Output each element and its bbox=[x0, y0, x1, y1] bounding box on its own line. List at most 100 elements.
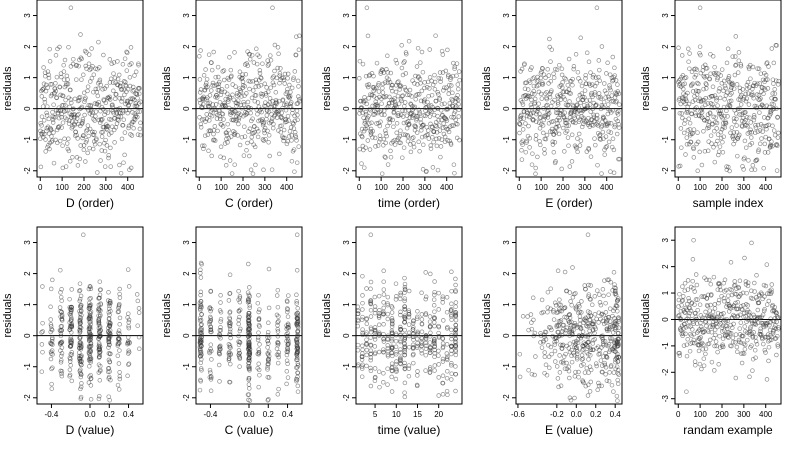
residual-point bbox=[553, 359, 558, 364]
residual-point bbox=[360, 110, 365, 116]
residual-point bbox=[385, 162, 391, 167]
residual-point bbox=[43, 137, 48, 142]
residual-point bbox=[595, 288, 600, 293]
residual-point bbox=[80, 119, 85, 124]
residual-point bbox=[419, 88, 425, 94]
residual-point bbox=[710, 54, 716, 59]
residual-point bbox=[59, 353, 64, 359]
residual-points bbox=[676, 5, 781, 174]
residual-point bbox=[227, 96, 233, 101]
residual-point bbox=[53, 53, 59, 58]
residual-point bbox=[364, 321, 370, 327]
residual-point bbox=[522, 86, 528, 92]
residual-point bbox=[551, 150, 557, 155]
residual-point bbox=[216, 88, 222, 93]
residual-point bbox=[61, 62, 66, 68]
residual-point bbox=[256, 330, 261, 335]
y-axis-label: residuals bbox=[161, 293, 173, 338]
residual-point bbox=[776, 130, 781, 136]
residual-point bbox=[281, 75, 286, 81]
y-tick-label: 3 bbox=[661, 237, 670, 242]
residual-point bbox=[608, 87, 613, 93]
y-tick-label: -1 bbox=[342, 136, 351, 144]
residual-point bbox=[434, 136, 439, 142]
residual-point bbox=[128, 99, 133, 105]
x-tick-label: 5 bbox=[373, 410, 378, 419]
residual-points bbox=[517, 232, 622, 403]
residual-point bbox=[444, 342, 450, 347]
residual-point bbox=[93, 114, 98, 119]
residual-point bbox=[116, 330, 121, 336]
residual-point bbox=[697, 361, 703, 367]
residual-point bbox=[686, 59, 691, 64]
residual-point bbox=[112, 140, 117, 145]
residual-point bbox=[40, 349, 45, 355]
residual-point bbox=[411, 105, 417, 111]
residual-point bbox=[360, 343, 365, 349]
residual-point bbox=[427, 314, 433, 319]
residual-point bbox=[766, 344, 772, 350]
y-tick-label: -2 bbox=[502, 394, 511, 402]
residual-point bbox=[106, 394, 111, 399]
residual-point bbox=[436, 136, 442, 141]
residual-point bbox=[415, 92, 420, 97]
residual-point bbox=[362, 165, 367, 170]
residual-point bbox=[372, 337, 378, 342]
residual-point bbox=[355, 347, 361, 353]
residual-point bbox=[747, 374, 752, 380]
residual-point bbox=[540, 66, 545, 71]
residual-point bbox=[74, 116, 80, 121]
residual-point bbox=[556, 131, 562, 137]
residual-point bbox=[269, 167, 275, 172]
residual-point bbox=[66, 121, 72, 126]
residual-point bbox=[752, 347, 758, 353]
residual-point bbox=[443, 68, 449, 74]
residual-point bbox=[232, 50, 237, 55]
residual-point bbox=[393, 344, 399, 350]
residual-point bbox=[295, 112, 300, 118]
residual-point bbox=[264, 113, 270, 118]
residual-point bbox=[704, 86, 709, 91]
x-tick-label: 0.0 bbox=[243, 410, 255, 419]
residual-point bbox=[102, 164, 108, 169]
residual-point bbox=[136, 306, 142, 311]
residual-point bbox=[406, 288, 412, 294]
residual-point bbox=[271, 82, 277, 88]
residual-point bbox=[771, 60, 777, 66]
residual-point bbox=[742, 324, 747, 329]
residual-point bbox=[250, 171, 256, 177]
residual-point bbox=[59, 111, 65, 117]
residual-point bbox=[69, 100, 74, 106]
residual-point bbox=[270, 125, 276, 131]
residual-point bbox=[197, 54, 202, 59]
residual-point bbox=[719, 67, 725, 72]
residual-point bbox=[68, 97, 73, 102]
residual-point bbox=[122, 92, 127, 98]
residual-point bbox=[236, 288, 241, 294]
residual-point bbox=[294, 138, 299, 143]
residual-point bbox=[376, 89, 382, 94]
residual-point bbox=[206, 148, 211, 154]
residual-point bbox=[451, 162, 457, 167]
residual-point bbox=[556, 123, 562, 129]
residual-point bbox=[453, 117, 458, 123]
residual-point bbox=[198, 121, 204, 127]
residual-point bbox=[718, 287, 723, 293]
residual-point bbox=[381, 305, 386, 311]
residual-point bbox=[444, 388, 450, 394]
residual-point bbox=[375, 104, 380, 109]
residual-point bbox=[398, 140, 403, 146]
residual-point bbox=[357, 58, 363, 64]
residual-point bbox=[452, 66, 457, 71]
residual-point bbox=[449, 83, 454, 88]
residual-point bbox=[733, 54, 738, 59]
residual-point bbox=[367, 106, 372, 112]
residual-point bbox=[48, 304, 53, 310]
residual-point bbox=[118, 170, 124, 176]
residual-point bbox=[427, 114, 433, 119]
residual-points bbox=[38, 5, 143, 176]
x-tick-label: 200 bbox=[77, 183, 91, 192]
residual-point bbox=[294, 160, 300, 165]
residual-point bbox=[248, 79, 253, 84]
plot-frame bbox=[515, 226, 623, 405]
